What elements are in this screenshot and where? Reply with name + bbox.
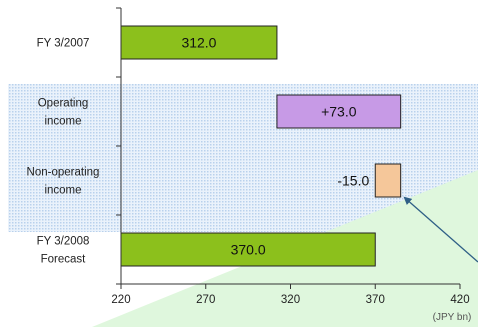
- category-label-1-line-1: FY 3/2007: [37, 38, 90, 50]
- category-label-2-line-2: income: [44, 116, 81, 128]
- bar-value-label-4: 370.0: [231, 242, 266, 258]
- x-tick-label-2: 270: [196, 294, 215, 306]
- x-tick-label-4: 370: [366, 294, 385, 306]
- category-label-3-line-2: income: [44, 185, 81, 197]
- category-label-4-line-1: FY 3/2008: [37, 236, 90, 248]
- bar-value-label-2: +73.0: [321, 104, 357, 120]
- callout-arrow: [403, 196, 478, 263]
- x-tick-label-1: 220: [111, 294, 130, 306]
- unit-label: (JPY bn): [433, 312, 472, 323]
- axes: 220 270 320 370 420: [111, 7, 470, 306]
- bar-4: [120, 232, 376, 267]
- category-label-4-line-2: Forecast: [41, 254, 87, 266]
- bar-2: [276, 94, 402, 129]
- bar-3: [374, 163, 402, 198]
- bar-value-label-1: 312.0: [181, 35, 216, 51]
- x-tick-label-5: 420: [450, 294, 469, 306]
- bars-layer: 312.0 +73.0 -15.0 370.0: [120, 25, 402, 267]
- category-labels: FY 3/2007 Operating income Non-operating inc…: [27, 38, 100, 266]
- category-label-2-line-1: Operating: [38, 98, 89, 110]
- x-tick-label-3: 320: [281, 294, 300, 306]
- bar-1: [120, 25, 278, 60]
- category-label-3-line-1: Non-operating: [27, 167, 100, 179]
- bar-value-label-3: -15.0: [337, 173, 369, 189]
